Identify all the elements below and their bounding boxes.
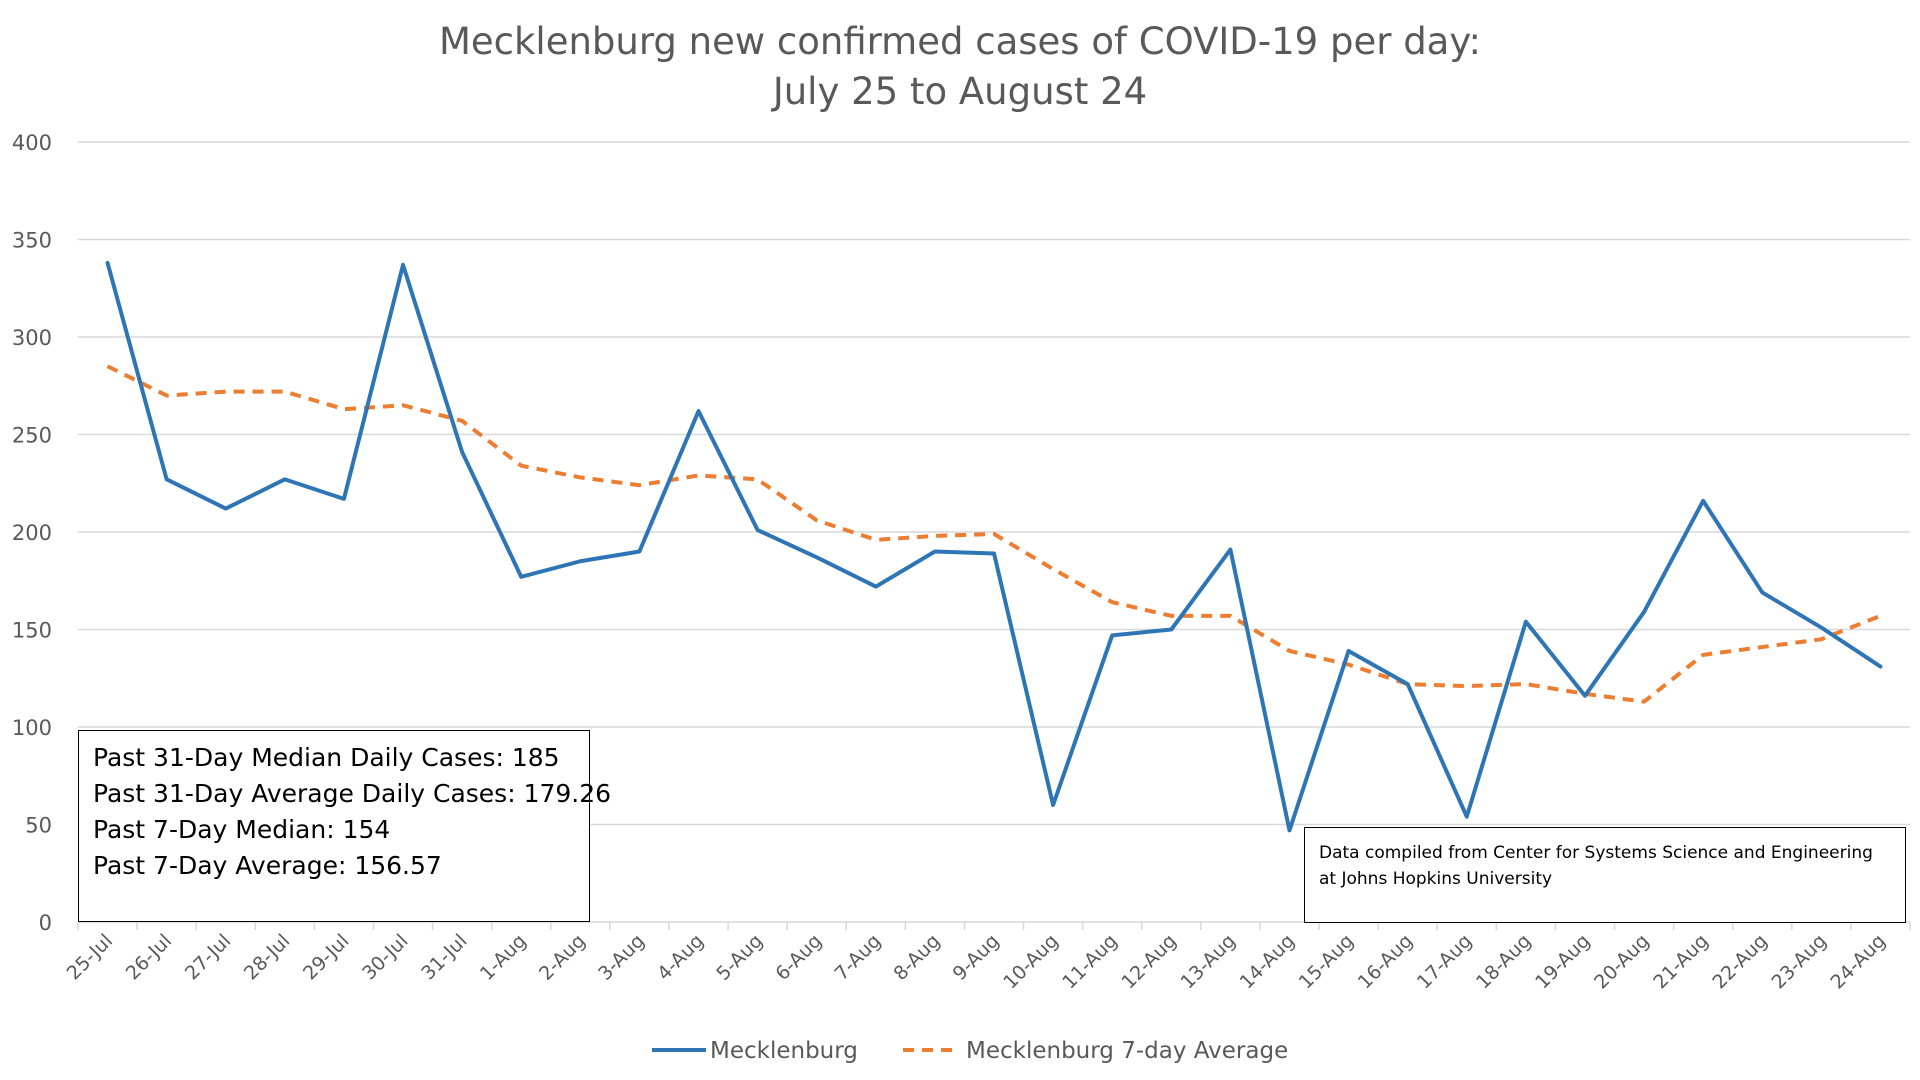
x-tick-label: 27-Jul <box>181 930 235 984</box>
stats-average-7: Past 7-Day Average: 156.57 <box>93 851 442 880</box>
chart-subtitle: July 25 to August 24 <box>772 70 1148 113</box>
x-tick-label: 23-Aug <box>1767 930 1830 993</box>
x-tick-label: 8-Aug <box>890 930 945 985</box>
x-tick-label: 30-Jul <box>358 930 412 984</box>
x-tick-label: 16-Aug <box>1354 930 1417 993</box>
x-tick-label: 2-Aug <box>535 930 590 985</box>
x-tick-label: 18-Aug <box>1472 930 1535 993</box>
source-box: Data compiled from Center for Systems Sc… <box>1304 827 1906 923</box>
y-tick-label: 350 <box>12 229 52 253</box>
legend-label-mecklenburg: Mecklenburg <box>710 1038 858 1064</box>
series-line-7day-average <box>106 364 1882 704</box>
x-tick-label: 19-Aug <box>1531 930 1594 993</box>
stats-average-31: Past 31-Day Average Daily Cases: 179.26 <box>93 779 612 808</box>
x-tick-label: 24-Aug <box>1827 930 1890 993</box>
x-tick-label: 12-Aug <box>1117 930 1180 993</box>
y-tick-label: 50 <box>25 814 52 838</box>
x-tick-label: 31-Jul <box>417 930 471 984</box>
y-tick-label: 400 <box>12 131 52 155</box>
x-tick-label: 14-Aug <box>1236 930 1299 993</box>
x-tick-label: 21-Aug <box>1649 930 1712 993</box>
x-tick-label: 5-Aug <box>712 930 767 985</box>
y-tick-label: 200 <box>12 521 52 545</box>
x-tick-label: 3-Aug <box>594 930 649 985</box>
y-tick-label: 100 <box>12 716 52 740</box>
stats-box: Past 31-Day Median Daily Cases: 185 Past… <box>78 730 612 922</box>
x-tick-label: 6-Aug <box>771 930 826 985</box>
x-tick-label: 10-Aug <box>999 930 1062 993</box>
x-tick-label: 28-Jul <box>240 930 294 984</box>
y-tick-label: 250 <box>12 424 52 448</box>
x-tick-label: 22-Aug <box>1708 930 1771 993</box>
x-tick-label: 9-Aug <box>949 930 1004 985</box>
stats-median-7: Past 7-Day Median: 154 <box>93 815 391 844</box>
x-tick-label: 1-Aug <box>476 930 531 985</box>
y-tick-label: 300 <box>12 326 52 350</box>
x-tick-label: 25-Jul <box>63 930 117 984</box>
series-line-mecklenburg <box>105 260 1883 833</box>
x-tick-label: 29-Jul <box>299 930 353 984</box>
legend-label-7day-average: Mecklenburg 7-day Average <box>966 1038 1288 1064</box>
y-tick-label: 0 <box>39 911 52 935</box>
x-tick-label: 20-Aug <box>1590 930 1653 993</box>
x-tick-label: 7-Aug <box>830 930 885 985</box>
x-tick-label: 4-Aug <box>653 930 708 985</box>
x-tick-label: 11-Aug <box>1058 930 1121 993</box>
x-tick-label: 26-Jul <box>122 930 176 984</box>
x-tick-label: 15-Aug <box>1295 930 1358 993</box>
x-tick-label: 17-Aug <box>1413 930 1476 993</box>
x-tick-label: 13-Aug <box>1176 930 1239 993</box>
source-line-2: at Johns Hopkins University <box>1319 869 1553 889</box>
source-line-1: Data compiled from Center for Systems Sc… <box>1319 843 1873 863</box>
stats-median-31: Past 31-Day Median Daily Cases: 185 <box>93 743 560 772</box>
chart-title: Mecklenburg new confirmed cases of COVID… <box>438 20 1482 63</box>
y-tick-label: 150 <box>12 619 52 643</box>
